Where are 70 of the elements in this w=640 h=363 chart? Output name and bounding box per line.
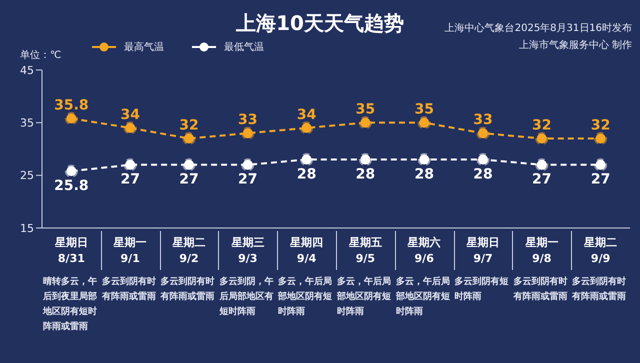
data-label: 27: [179, 172, 199, 188]
data-label: 28: [473, 166, 493, 182]
x-tick-label: 星期五 9/5: [348, 236, 382, 265]
x-tick-label: 星期二 9/2: [172, 236, 206, 265]
point: [64, 164, 78, 178]
data-label: 32: [532, 117, 552, 134]
text: 多云到阴有时有阵雨或雷雨: [100, 275, 157, 304]
x-tick-label: 星期一 9/8: [524, 236, 558, 265]
legend-label: 最低气温: [224, 41, 264, 54]
y-tick-label: 15: [20, 222, 34, 235]
data-label: 32: [590, 117, 610, 134]
point: [476, 153, 490, 166]
point: [124, 121, 137, 134]
text: 晴转多云，午后到夜里局部地区阴有短时阵雨或雷雨: [42, 275, 98, 334]
x-tick-label: 星期三 9/3: [230, 236, 264, 265]
legend-label: 最高气温: [124, 40, 164, 54]
text: 多云到阴有时有阵雨或雷雨: [571, 275, 628, 304]
x-tick-label: 星期日 9/7: [466, 236, 500, 265]
point: [358, 116, 372, 130]
y-tick-label: 45: [20, 64, 34, 77]
y-tick-label: 35: [20, 116, 34, 130]
data-label: 33: [473, 112, 493, 128]
point: [535, 158, 548, 172]
x-tick-label: 星期二 9/9: [583, 236, 618, 265]
data-label: 35: [414, 102, 434, 118]
data-label: 28: [414, 166, 434, 182]
text: 多云到阴有时有阵雨或雷雨: [512, 275, 568, 304]
point: [418, 153, 431, 166]
data-label: 35.8: [54, 97, 89, 114]
data-label: 27: [238, 172, 258, 188]
data-label: 27: [532, 172, 552, 188]
y-axis-title: 单位：℃: [20, 48, 62, 62]
point: [535, 132, 548, 145]
x-tick-label: 星期四 9/4: [289, 236, 324, 265]
text: 多云，午后局部地区阴有短时阵雨: [336, 275, 392, 319]
text: 多云，午后局部地区阴有短时阵雨: [394, 275, 451, 319]
point: [241, 126, 254, 140]
point: [124, 158, 137, 172]
point: [182, 132, 196, 145]
point: [64, 112, 78, 125]
x-tick-label: 星期六 9/6: [406, 236, 441, 265]
data-label: 34: [120, 106, 140, 123]
chart-title: 上海10天天气趋势: [236, 11, 404, 35]
point: [241, 158, 254, 172]
x-tick-label: 星期日 8/31: [54, 236, 88, 265]
data-label: 33: [238, 112, 258, 128]
data-label: 25.8: [54, 178, 89, 194]
y-tick-label: 25: [20, 169, 34, 182]
point: [300, 153, 314, 166]
data-label: 28: [296, 166, 316, 182]
point: [594, 158, 608, 172]
point: [300, 121, 314, 134]
text: 多云到阴有时有阵雨或雷雨: [160, 275, 216, 304]
text: 上海中心气象台2025年8月31日16时发布: [444, 22, 632, 36]
data-label: 35: [356, 102, 376, 118]
text: 多云到阴，午后局部地区有短时阵雨: [218, 275, 274, 319]
point: [594, 132, 608, 145]
data-label: 27: [120, 172, 140, 188]
point: [358, 153, 372, 166]
data-label: 27: [590, 172, 610, 188]
data-label: 32: [179, 117, 199, 134]
point: [418, 116, 431, 130]
point: [182, 158, 196, 172]
point: [476, 126, 490, 140]
text: 上海市气象服务中心 制作: [518, 38, 632, 53]
text: 多云到阴有短时阵雨: [454, 275, 510, 304]
x-tick-label: 星期一 9/1: [112, 236, 147, 265]
data-label: 28: [356, 166, 376, 182]
text: 多云，午后局部地区阴有短时阵雨: [277, 275, 334, 319]
data-label: 34: [296, 106, 317, 123]
